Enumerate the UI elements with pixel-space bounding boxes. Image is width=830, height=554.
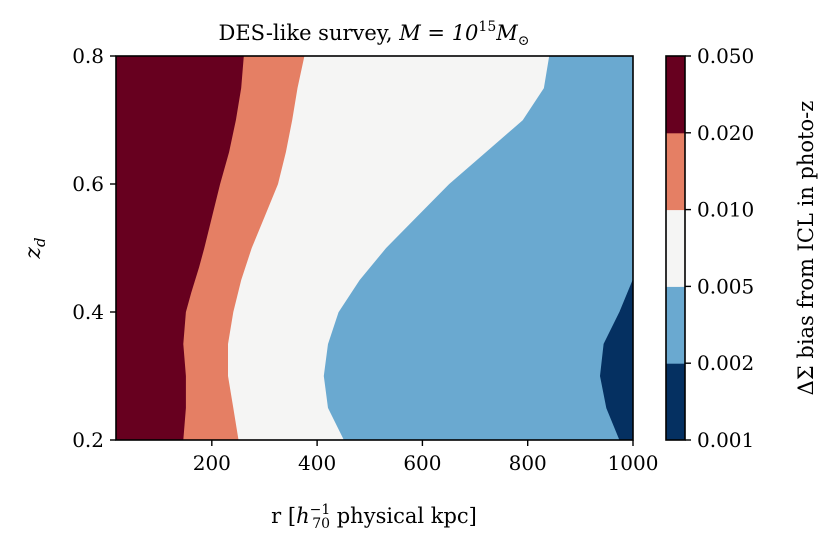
colorbar-segment (666, 56, 685, 134)
colorbar-segment (666, 209, 685, 287)
y-tick-label: 0.6 (72, 172, 104, 196)
x-tick-label: 1000 (608, 451, 659, 475)
colorbar-segment (666, 286, 685, 364)
colorbar-tick-label: 0.002 (697, 351, 754, 375)
colorbar-segment (666, 132, 685, 211)
y-axis-label: zd (21, 237, 49, 259)
colorbar-tick-label: 0.050 (697, 44, 754, 68)
colorbar-tick-label: 0.005 (697, 274, 754, 298)
y-tick-label: 0.4 (72, 300, 104, 324)
x-tick-label: 400 (298, 451, 336, 475)
colorbar-tick-label: 0.001 (697, 428, 754, 452)
region-0.001-0.002 (599, 279, 634, 441)
x-axis-label: r [h−1 70 physical kpc] (271, 502, 477, 532)
contour-regions (115, 55, 634, 441)
x-axis: 200 400 600 800 1000 (193, 440, 659, 475)
y-axis: 0.2 0.4 0.6 0.8 (72, 44, 116, 452)
plot-frame (115, 55, 634, 441)
colorbar: 0.001 0.002 0.005 0.010 0.020 0.050 (666, 44, 754, 452)
x-tick-label: 200 (193, 451, 231, 475)
x-tick-label: 800 (509, 451, 547, 475)
colorbar-segment (666, 363, 685, 441)
region-0.020-0.050 (115, 55, 244, 441)
chart-title: DES-like survey, M = 1015M⊙ (219, 19, 530, 49)
y-tick-label: 0.8 (72, 44, 104, 68)
y-tick-label: 0.2 (72, 428, 104, 452)
colorbar-tick-label: 0.020 (697, 121, 754, 145)
x-tick-label: 600 (403, 451, 441, 475)
colorbar-frame (665, 55, 686, 441)
colorbar-label: ΔΣ bias from ICL in photo-z (794, 101, 818, 396)
colorbar-tick-label: 0.010 (697, 198, 754, 222)
